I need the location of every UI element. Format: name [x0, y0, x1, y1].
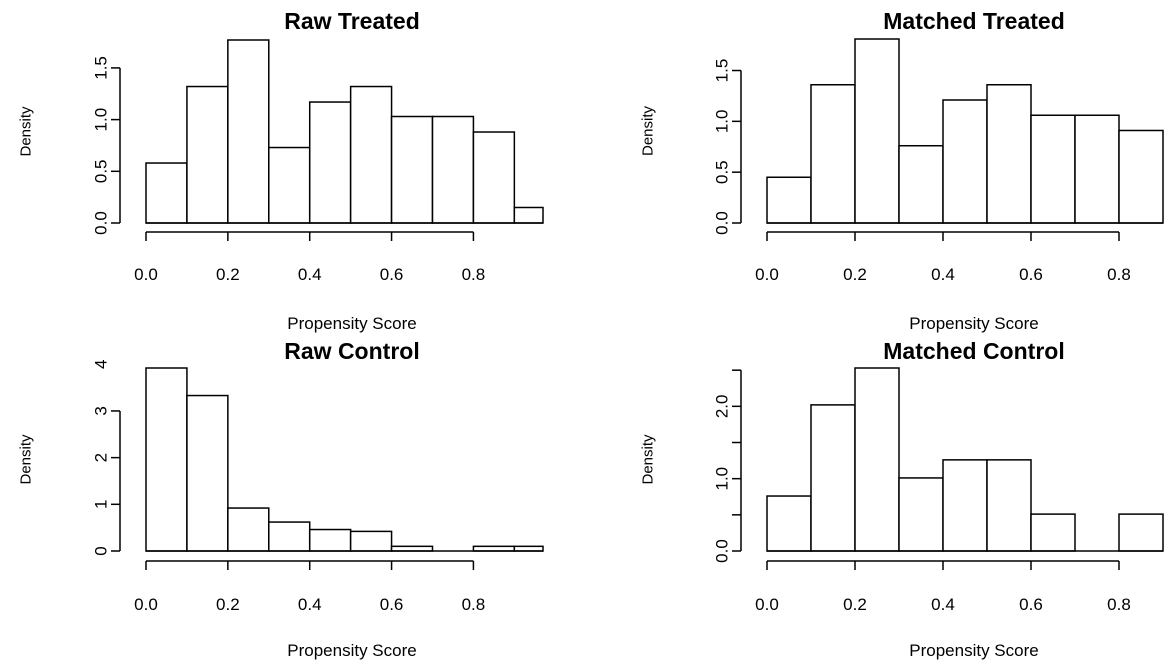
y-tick-label: 1 [92, 500, 111, 509]
x-tick-label: 0.0 [755, 595, 779, 614]
x-tick-label: 0.6 [380, 265, 404, 284]
chart-title: Matched Treated [883, 8, 1065, 34]
histogram-bar [472, 131, 516, 224]
histogram-bar [766, 495, 812, 552]
histogram-bar [854, 38, 900, 224]
histogram-panel: Matched Control 0.0 0.2 0.4 0.6 0.8 0.0 1.0 2.0 P… [640, 338, 1164, 660]
histogram-bar [1074, 114, 1120, 224]
y-tick-label: 2 [92, 453, 111, 462]
histogram-bar [431, 115, 475, 224]
histogram-bar [986, 83, 1032, 224]
x-axis-title: Propensity Score [287, 314, 416, 333]
x-tick-label: 0.0 [134, 265, 158, 284]
histogram-bar [349, 85, 393, 224]
chart-title: Raw Control [284, 338, 419, 364]
histogram-panel: Matched Treated 0.0 0.2 0.4 0.6 0.8 0.0 0.5 1.0 1… [640, 8, 1164, 333]
y-tick-label: 0.5 [713, 160, 732, 184]
y-tick-label: 0 [92, 546, 111, 555]
y-axis-title: Density [18, 434, 35, 485]
x-axis-title: Propensity Score [909, 314, 1038, 333]
x-tick-label: 0.2 [843, 265, 867, 284]
y-tick-label: 2.0 [713, 395, 732, 419]
x-tick-label: 0.4 [931, 595, 955, 614]
y-tick-label: 1.0 [92, 108, 111, 132]
histogram-bar [942, 459, 988, 552]
histogram-bar [308, 528, 352, 552]
histogram-bar [854, 367, 900, 552]
x-tick-label: 0.2 [216, 265, 240, 284]
x-tick-label: 0.8 [462, 595, 486, 614]
histogram-bar [390, 115, 434, 224]
histogram-bar [986, 459, 1032, 552]
x-tick-label: 0.0 [755, 265, 779, 284]
y-tick-label: 1.0 [713, 467, 732, 491]
histogram-bar [227, 507, 270, 552]
histogram-bar [1118, 513, 1164, 552]
x-tick-label: 0.2 [843, 595, 867, 614]
histogram-bar [227, 39, 270, 224]
x-axis-title: Propensity Score [909, 641, 1038, 660]
histogram-bar [186, 394, 229, 552]
histogram-bar [942, 99, 988, 224]
y-tick-label: 0.0 [92, 211, 111, 235]
x-tick-label: 0.2 [216, 595, 240, 614]
y-tick-label: 1.0 [713, 110, 732, 134]
histogram-bar [268, 146, 311, 224]
y-tick-label: 1.5 [92, 56, 111, 80]
histogram-bar [1030, 513, 1076, 552]
chart-title: Raw Treated [284, 8, 420, 34]
histogram-panel: Raw Treated 0.0 0.2 0.4 0.6 0.8 0.0 0.5 1.0 1.5 Pr… [18, 8, 544, 333]
x-tick-label: 0.4 [298, 595, 322, 614]
histogram-bar [810, 404, 856, 552]
chart-title: Matched Control [883, 338, 1064, 364]
x-tick-label: 0.6 [1019, 595, 1043, 614]
x-tick-label: 0.6 [380, 595, 404, 614]
y-tick-label: 0.0 [713, 539, 732, 563]
y-tick-label: 4 [92, 360, 111, 369]
x-tick-label: 0.0 [134, 595, 158, 614]
x-tick-label: 0.4 [931, 265, 955, 284]
x-tick-label: 0.8 [1107, 265, 1131, 284]
histogram-bar [810, 83, 856, 224]
histogram-bar [145, 162, 188, 224]
histogram-bar [513, 206, 544, 224]
y-axis-title: Density [18, 106, 35, 157]
histogram-bar [349, 530, 393, 552]
x-tick-label: 0.6 [1019, 265, 1043, 284]
y-tick-label: 3 [92, 406, 111, 415]
x-axis-title: Propensity Score [287, 641, 416, 660]
y-axis-title: Density [640, 434, 657, 485]
histogram-bar [1118, 129, 1164, 224]
y-tick-label: 0.0 [713, 211, 732, 235]
histogram-bar [766, 176, 812, 224]
y-axis-title: Density [640, 105, 657, 156]
histogram-bar [268, 521, 311, 552]
x-tick-label: 0.4 [298, 265, 322, 284]
histogram-bar [1030, 114, 1076, 224]
y-tick-label: 0.5 [92, 159, 111, 183]
histogram-bar [145, 367, 188, 552]
histogram-bar [898, 144, 944, 224]
x-tick-label: 0.8 [1107, 595, 1131, 614]
histogram-panel: Raw Control 0.0 0.2 0.4 0.6 0.8 0 1 2 3 4 Propensit… [18, 338, 544, 660]
histogram-bar [308, 101, 352, 224]
y-tick-label: 1.5 [713, 59, 732, 83]
histogram-bar [186, 85, 229, 224]
histogram-bar [898, 477, 944, 552]
x-tick-label: 0.8 [462, 265, 486, 284]
